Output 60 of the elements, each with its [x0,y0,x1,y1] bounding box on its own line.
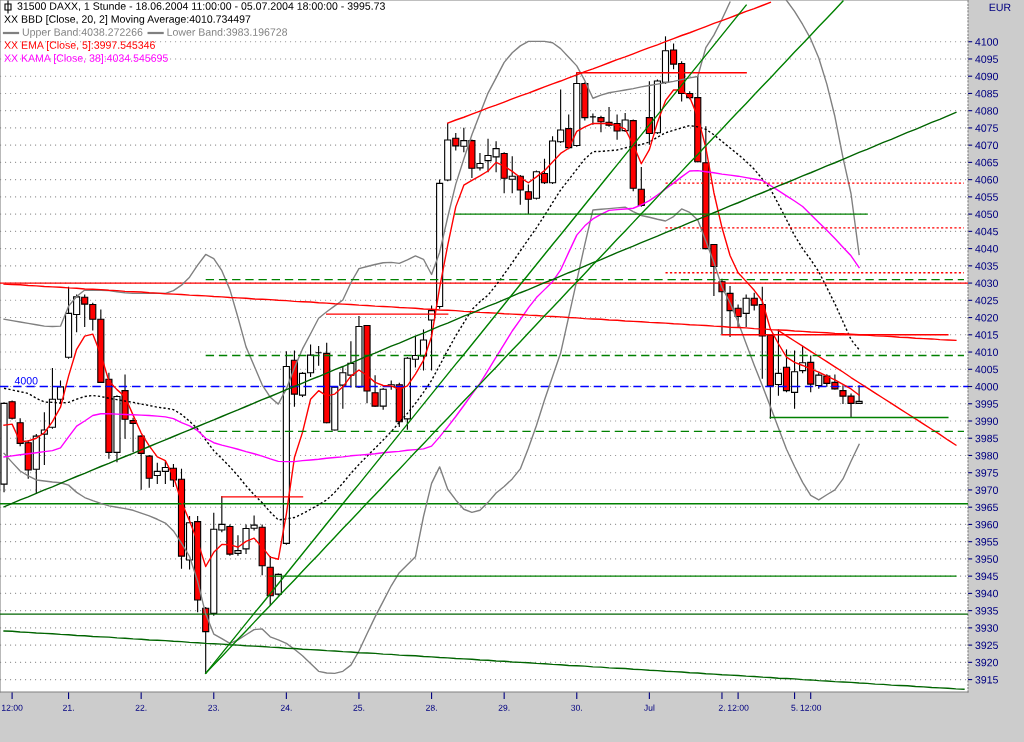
y-tick-label: 4095 [975,55,998,63]
y-tick-label: 4030 [975,279,999,287]
y-tick-label: 3955 [975,538,998,546]
y-tick-label: 3965 [975,503,998,512]
y-tick-label: 3935 [975,607,998,615]
y-axis-title: EUR [989,3,1011,12]
y-tick-label: 4020 [975,314,999,322]
y-tick-label: 4050 [975,210,999,219]
y-tick-label: 3990 [975,417,999,425]
y-tick-label: 3920 [975,658,999,667]
ref-line-label: 4000 [14,376,38,385]
y-tick-label: 3970 [975,486,999,494]
chart-title: 31500 DAXX, 1 Stunde - 18.06.2004 11:00:00 - 05.07.2004 18:00:00 - 3995.73 [17,2,385,12]
y-tick-label: 4055 [975,193,998,201]
y-tick-label: 3980 [975,451,999,460]
y-tick-label: 3995 [975,400,998,408]
y-tick-label: 4010 [975,348,999,356]
y-tick-label: 4075 [975,124,998,132]
y-tick-label: 3930 [975,624,999,632]
y-tick-label: 4080 [975,107,999,115]
y-tick-label: 3940 [975,589,999,598]
x-tick-label: 28. [426,704,437,711]
y-tick-label: 4065 [975,158,998,167]
legend-label: Lower Band:3983.196728 [167,28,288,36]
legend-label: Upper Band:4038.272266 [22,28,143,38]
y-tick-label: 3925 [975,641,998,650]
y-tick-label: 4045 [975,227,998,236]
y-tick-label: 3950 [975,555,999,563]
y-tick-label: 4090 [975,72,999,81]
x-tick-label: 24. [280,704,292,711]
y-tick-label: 4000 [975,382,999,391]
x-tick-label: 22. [135,704,147,711]
y-tick-label: 4035 [975,262,998,270]
text: XX KAMA [Close, 38]:4034.545695 [4,54,168,64]
y-tick-label: 3945 [975,572,998,581]
y-tick-label: 4100 [975,38,999,46]
x-tick-label: 21. [63,704,74,711]
x-tick-label: 12:00 [800,704,822,711]
y-tick-label: 3915 [975,676,998,684]
x-tick-label: 29. [498,704,510,711]
y-tick-label: 3985 [975,434,998,443]
y-tick-label: 4005 [975,365,998,374]
x-tick-label: 12:00 [727,704,749,711]
text: XX EMA [Close, 5]:3997.545346 [4,41,155,51]
y-tick-label: 4085 [975,89,998,98]
y-tick-label: 4040 [975,245,999,253]
y-tick-label: 4025 [975,296,998,305]
x-tick-label: 30. [571,704,582,711]
y-tick-label: 4015 [975,331,998,339]
x-tick-label: 5. [791,704,798,711]
x-tick-label: Jul [644,704,655,711]
y-tick-label: 4060 [975,176,999,184]
x-tick-label: 12:00 [1,704,23,711]
text: XX BBD [Close, 20, 2] Moving Average:4010.734497 [4,15,251,25]
y-tick-label: 4070 [975,141,999,150]
y-tick-label: 3975 [975,469,998,477]
y-tick-label: 3960 [975,520,999,529]
x-tick-label: 25. [353,704,365,711]
x-tick-label: 2. [718,704,725,711]
x-tick-label: 23. [208,704,219,711]
